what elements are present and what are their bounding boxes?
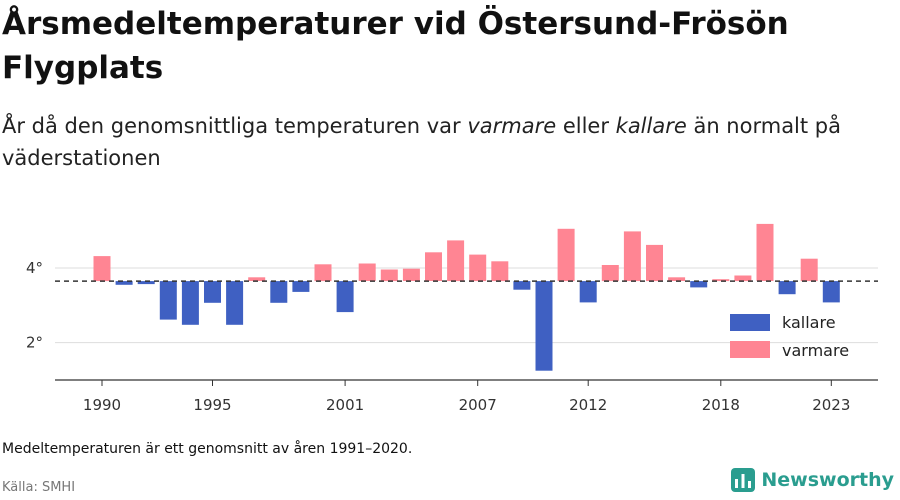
bar-1995[interactable]: [204, 281, 221, 303]
bar-2011[interactable]: [557, 228, 575, 282]
x-tick-label: 2018: [702, 396, 740, 414]
source-credit: Källa: SMHI: [2, 480, 76, 495]
footnote: Medeltemperaturen är ett genomsnitt av å…: [2, 441, 413, 457]
legend-label-colder: kallare: [782, 313, 836, 332]
chart-area: 2° 4° 1990 1995 2001 2007 2012 2018 2023 kallar…: [26, 223, 878, 414]
newsworthy-brand[interactable]: Newsworthy: [731, 468, 894, 492]
bar-1997[interactable]: [248, 277, 266, 281]
x-tick-label: 1995: [193, 396, 231, 414]
bar-2018[interactable]: [712, 279, 730, 282]
y-tick-label: 4°: [26, 259, 43, 277]
bar-2005[interactable]: [425, 252, 442, 281]
bar-1991[interactable]: [115, 281, 133, 285]
legend-swatch-warmer: [730, 341, 770, 358]
bar-2022[interactable]: [800, 258, 818, 282]
bar-1992[interactable]: [137, 281, 155, 285]
bar-2013[interactable]: [601, 265, 619, 282]
bar-2014[interactable]: [623, 231, 641, 282]
bar-2017[interactable]: [690, 281, 708, 288]
x-tick-label: 2023: [812, 396, 850, 414]
bar-2009[interactable]: [513, 281, 531, 290]
x-tick-label: 2012: [569, 396, 607, 414]
subtitle-part2: eller: [556, 114, 616, 138]
bar-2021[interactable]: [778, 281, 796, 295]
bar-1996[interactable]: [226, 281, 244, 325]
legend-label-warmer: varmare: [782, 341, 849, 360]
bar-2023[interactable]: [822, 281, 840, 303]
bar-2006[interactable]: [447, 240, 465, 282]
brand-name: Newsworthy: [761, 469, 894, 491]
bar-2002[interactable]: [358, 263, 376, 282]
bar-2019[interactable]: [734, 275, 752, 282]
chart-subtitle: År då den genomsnittliga temperaturen va…: [2, 110, 892, 174]
bar-2004[interactable]: [402, 268, 420, 281]
subtitle-part1: År då den genomsnittliga temperaturen va…: [2, 114, 468, 138]
subtitle-cold-word: kallare: [615, 114, 687, 138]
bar-2003[interactable]: [380, 269, 398, 282]
x-tick-label: 2001: [326, 396, 364, 414]
bar-2001[interactable]: [336, 281, 354, 313]
bar-chart-logo-icon: [731, 468, 756, 492]
bar-layer: [93, 223, 840, 371]
bar-1990[interactable]: [93, 256, 111, 282]
subtitle-part3: än normalt på väderstationen: [2, 114, 841, 170]
legend: kallare varmare: [730, 313, 849, 360]
bar-1994[interactable]: [181, 281, 199, 325]
subtitle-warm-word: varmare: [467, 114, 557, 138]
bar-2015[interactable]: [646, 244, 663, 282]
bar-2008[interactable]: [491, 261, 509, 282]
bar-2007[interactable]: [469, 254, 487, 282]
legend-swatch-colder: [730, 314, 770, 331]
bar-2010[interactable]: [535, 281, 553, 371]
bar-2020[interactable]: [756, 223, 774, 281]
bar-1998[interactable]: [270, 281, 288, 303]
chart-title: Årsmedeltemperaturer vid Östersund-Frösö…: [2, 6, 789, 86]
y-tick-label: 2°: [26, 334, 43, 352]
bar-1999[interactable]: [292, 281, 310, 292]
bar-1993[interactable]: [159, 281, 177, 320]
x-tick-label: 1990: [83, 396, 121, 414]
x-tick-label: 2007: [459, 396, 497, 414]
bar-2012[interactable]: [579, 281, 597, 303]
bar-2000[interactable]: [314, 264, 332, 282]
bar-2016[interactable]: [668, 277, 686, 281]
x-tick-layer: 1990 1995 2001 2007 2012 2018 2023: [83, 380, 850, 414]
